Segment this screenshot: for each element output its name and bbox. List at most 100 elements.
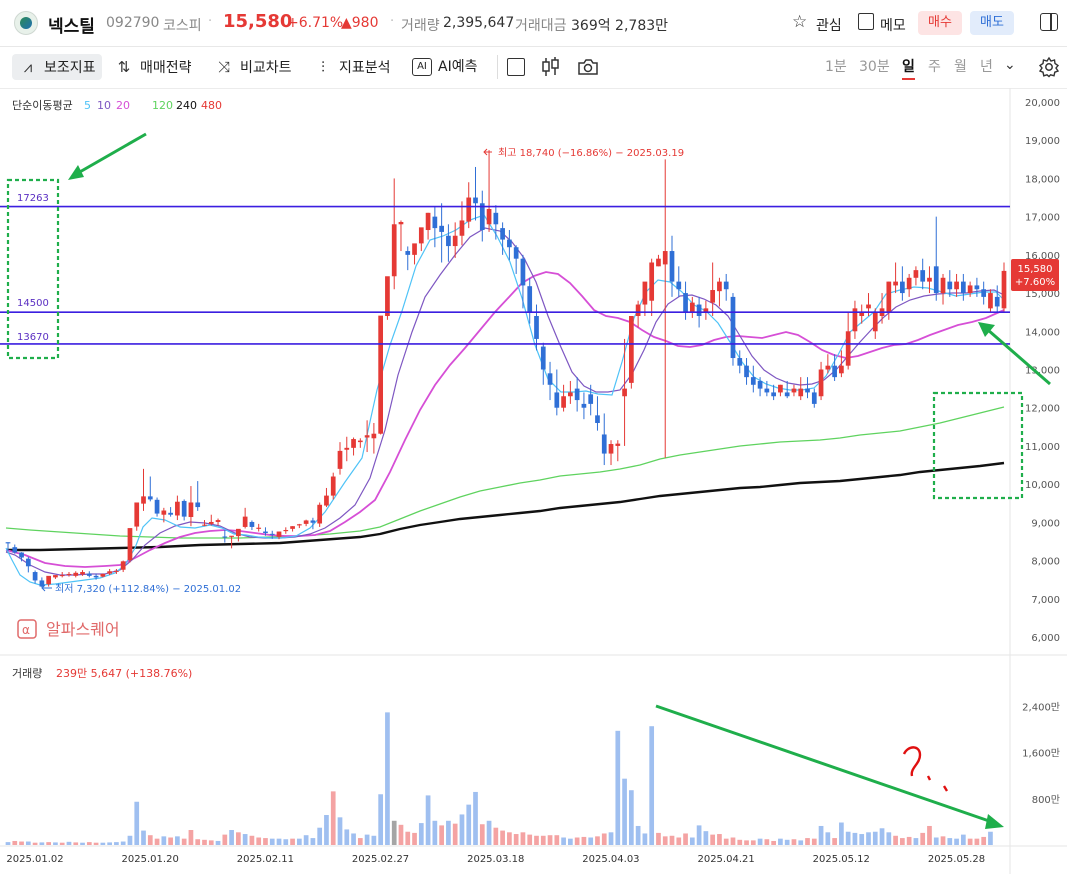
price-tick-label: 15,000	[1025, 289, 1060, 300]
candle-body	[5, 542, 11, 544]
candle-type-icon[interactable]	[541, 56, 561, 78]
candle-body	[208, 521, 214, 524]
candle-body	[839, 365, 844, 374]
volume-bar	[920, 832, 926, 845]
volume-bar	[310, 838, 316, 845]
sell-button[interactable]: 매도	[970, 11, 1014, 35]
candle-body	[825, 365, 831, 370]
period-month[interactable]: 월	[954, 59, 967, 75]
volume-bar	[656, 832, 661, 845]
dashed-box-left	[6, 178, 60, 360]
line-chart-icon: ⩘	[23, 58, 33, 76]
volume-bar	[351, 833, 356, 845]
volume-bar	[418, 823, 424, 845]
ma-legend-120[interactable]: 120	[152, 99, 173, 112]
dashed-box-right	[932, 391, 1024, 500]
volume-bar	[866, 832, 871, 845]
camera-icon[interactable]	[577, 57, 599, 77]
star-icon[interactable]: ☆	[792, 12, 808, 32]
volume-bar	[662, 836, 668, 845]
price-tick-label: 10,000	[1025, 480, 1060, 491]
volume-bar	[215, 840, 221, 845]
candle-body	[561, 396, 566, 408]
chevron-down-icon[interactable]: ⌄	[1004, 57, 1016, 73]
price-axis: 20,000 19,000 18,000 17,000 16,000 15,000 14,0…	[1022, 98, 1060, 806]
price-tick-label: 17,000	[1025, 213, 1060, 224]
candle-body	[737, 358, 743, 366]
watch-button[interactable]: 관심	[816, 18, 842, 34]
volume-bar	[703, 831, 709, 845]
candle-body	[86, 573, 92, 576]
ma-legend-20[interactable]: 20	[116, 99, 130, 112]
candle-body	[588, 394, 594, 404]
period-30min[interactable]: 30분	[859, 59, 890, 75]
candle-body	[669, 251, 675, 282]
memo-icon[interactable]	[858, 13, 874, 30]
candle-body	[689, 302, 695, 313]
candle-body	[202, 524, 207, 526]
ma-legend-5[interactable]: 5	[84, 99, 91, 112]
arrowhead	[985, 814, 1004, 829]
candle-body	[317, 504, 323, 524]
indicators-button[interactable]: ⩘ 보조지표	[12, 54, 102, 80]
square-draw-icon[interactable]	[507, 58, 525, 76]
strategy-button[interactable]: ⇅ 매매전략	[114, 54, 192, 80]
stock-chart[interactable]: 20,000 19,000 18,000 17,000 16,000 15,000 14,0…	[0, 88, 1067, 874]
volume-bar	[452, 823, 458, 845]
candle-body	[263, 531, 268, 534]
volume-bar	[839, 822, 844, 845]
volume-bar	[256, 837, 262, 845]
volume-bar	[520, 832, 526, 845]
stock-name[interactable]: 넥스틸	[48, 17, 95, 37]
volume-bar	[913, 838, 919, 845]
price-tick-label: 12,000	[1025, 404, 1060, 415]
memo-button[interactable]: 메모	[880, 18, 906, 34]
ma-legend-title[interactable]: 단순이동평균	[12, 99, 73, 112]
volume-bar	[683, 833, 688, 845]
candle-body	[615, 443, 621, 446]
market-name: 코스피	[163, 18, 202, 34]
volume-bar	[771, 840, 776, 845]
candle-body	[337, 450, 343, 469]
period-week[interactable]: 주	[928, 59, 941, 75]
ma-legend-240[interactable]: 240	[176, 99, 197, 112]
period-year[interactable]: 년	[980, 59, 993, 75]
candle-body	[296, 524, 302, 526]
volume-bar	[940, 836, 946, 845]
candle-body	[954, 281, 959, 290]
volume-bar	[730, 837, 736, 845]
volume-bar	[222, 834, 228, 845]
volume-bar	[872, 831, 878, 845]
candle-body	[283, 530, 289, 532]
settings-gear-icon[interactable]	[1038, 56, 1060, 78]
candle-body	[981, 289, 987, 297]
volume-bar	[859, 834, 865, 845]
candle-body	[242, 516, 248, 527]
volume-bar	[933, 837, 939, 845]
green-trend-arrow-volume	[655, 704, 993, 824]
volume-bar	[540, 835, 546, 845]
volume-bar	[622, 778, 627, 845]
candle-body	[66, 573, 72, 575]
volume-bar	[73, 842, 79, 845]
period-day[interactable]: 일	[902, 56, 915, 80]
period-1min[interactable]: 1분	[825, 59, 847, 75]
candle-body	[378, 315, 384, 434]
date-tick-label: 2025.02.27	[352, 854, 409, 865]
compare-button[interactable]: ⤨ 비교차트	[214, 54, 292, 80]
ma-legend-480[interactable]: 480	[201, 99, 222, 112]
panel-toggle-icon[interactable]	[1040, 13, 1058, 31]
volume-bar	[967, 838, 973, 845]
candle-body	[46, 575, 52, 585]
analysis-button[interactable]: ⫶ 지표분석	[313, 54, 390, 80]
buy-button[interactable]: 매수	[918, 11, 962, 35]
ma-legend-10[interactable]: 10	[97, 99, 111, 112]
candle-body	[371, 433, 377, 439]
handwritten-tick	[942, 785, 949, 792]
candle-body	[635, 304, 641, 316]
volume-bar	[825, 832, 831, 845]
date-tick-label: 2025.04.21	[697, 854, 754, 865]
volume-bar	[385, 712, 390, 845]
ai-predict-button[interactable]: AI AI예측	[412, 54, 477, 80]
date-tick-label: 2025.04.03	[582, 854, 639, 865]
